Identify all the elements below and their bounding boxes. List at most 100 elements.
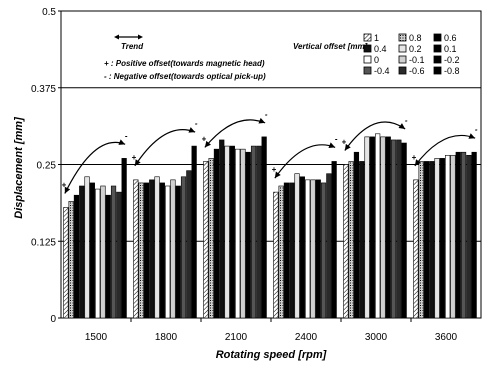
legend-label--0.8: -0.8 (444, 66, 460, 76)
bar-3600-offset-0 (445, 154, 451, 319)
bar-1500-offset-0.4 (79, 185, 85, 319)
trend-arrowhead (414, 159, 421, 166)
y-tick-labels: 0 0.125 0.25 0.375 0.5 (31, 7, 61, 325)
bar-2400-offset--0.4 (320, 182, 327, 319)
trend-arrow-1500 (64, 141, 126, 194)
bar-1800-offset-0.8 (138, 182, 144, 319)
bar-1800-offset--0.2 (175, 185, 181, 319)
bar-1800-offset-0.2 (154, 176, 160, 319)
trend-arrow-2400 (274, 144, 336, 179)
bar-3600-offset--0.1 (450, 154, 456, 319)
trend-arrowhead (344, 143, 351, 151)
trend-arrow-1800 (134, 128, 196, 167)
bar-1800-offset-0 (165, 185, 171, 319)
bar-3000-offset-0.4 (359, 161, 365, 319)
bar-1500-offset--0.6 (116, 191, 122, 319)
positive-offset-marker: + (342, 138, 347, 147)
bar-2100-offset-1 (203, 161, 209, 319)
trend-arrowhead (328, 142, 336, 148)
legend-label--0.4: -0.4 (374, 66, 390, 76)
trend-arrowhead (258, 117, 266, 124)
bar-3600-offset-1 (413, 179, 419, 319)
x-tick-labels: 1500 1800 2100 2400 3000 3600 (85, 318, 458, 343)
x-tick-label: 2400 (295, 332, 318, 343)
legend-label--0.2: -0.2 (444, 55, 460, 65)
negative-offset-note: - : Negative offset(towards optical pick… (104, 72, 266, 81)
trend-arrowhead (274, 171, 281, 179)
bar-1800-offset--0.8 (191, 145, 197, 319)
bar-1500-offset--0.8 (121, 158, 127, 319)
trend-arrowhead (204, 140, 211, 148)
trend-arrowhead (468, 133, 476, 139)
bar-3600-offset--0.2 (455, 151, 461, 319)
bar-1500-offset--0.2 (105, 194, 111, 319)
bar-1800-offset--0.6 (186, 170, 192, 319)
trend-arrows: +-+-+-+- +-+- (62, 110, 478, 194)
bar-1800-offset-0.6 (143, 182, 150, 319)
bar-3000-offset-0.2 (364, 136, 370, 319)
bar-1500-offset-0.6 (73, 194, 80, 319)
bar-1500-offset-0 (95, 188, 101, 319)
bar-2100-offset--0.4 (250, 145, 257, 319)
bar-3000-offset-0.1 (369, 136, 375, 319)
bar-2400-offset--0.2 (315, 179, 321, 319)
bar-3000-offset--0.6 (396, 139, 402, 319)
bar-2100-offset--0.1 (240, 148, 246, 319)
legend-label--0.6: -0.6 (409, 66, 425, 76)
trend-annotation: Trend + : Positive offset(towards magnet… (104, 34, 266, 81)
trend-arrowhead (134, 159, 141, 166)
x-tick-label: 3600 (435, 332, 458, 343)
bar-2100-offset-0.4 (219, 139, 225, 319)
bar-1500-offset-0.2 (84, 176, 90, 319)
trend-label: Trend (121, 42, 144, 51)
bar-1500-offset-1 (63, 207, 69, 319)
bar-2100-offset-0.2 (224, 145, 230, 319)
legend-swatch--0.4 (363, 66, 372, 75)
trend-arrowhead (188, 127, 196, 133)
bar-1800-offset-0.1 (159, 182, 165, 319)
legend-label--0.1: -0.1 (409, 55, 425, 65)
trend-arrow-3000 (344, 121, 406, 151)
bar-3000-offset-1 (343, 164, 349, 319)
bar-1800-offset--0.4 (180, 176, 187, 319)
bar-2400-offset-0.8 (278, 185, 284, 319)
trend-arrow-2100 (204, 119, 266, 148)
x-tick-label: 3000 (365, 332, 388, 343)
negative-offset-marker: - (125, 131, 128, 140)
trend-arrow-left-head (114, 34, 119, 40)
bar-2400-offset--0.8 (331, 161, 337, 319)
y-tick-label: 0.5 (42, 7, 56, 18)
positive-offset-marker: + (202, 134, 207, 143)
bar-1800-offset--0.1 (170, 179, 176, 319)
bar-2100-offset--0.2 (245, 151, 251, 319)
y-tick-label: 0 (50, 314, 56, 325)
bar-3000-offset--0.2 (385, 136, 391, 319)
x-axis-title: Rotating speed [rpm] (216, 349, 327, 361)
legend-swatch--0.2 (433, 55, 442, 64)
x-tick-label: 1500 (85, 332, 108, 343)
positive-offset-marker: + (62, 180, 67, 189)
bar-3600-offset-0.8 (418, 161, 424, 319)
legend-label-0.4: 0.4 (374, 44, 387, 54)
positive-offset-marker: + (412, 153, 417, 162)
bar-2400-offset--0.6 (326, 173, 332, 319)
trend-arrowhead (64, 186, 71, 194)
legend-label-1: 1 (374, 33, 379, 43)
bar-2100-offset--0.8 (261, 136, 267, 319)
bar-2400-offset--0.1 (310, 179, 316, 319)
gridlines (61, 87, 481, 242)
positive-offset-marker: + (132, 153, 137, 162)
x-tick-label: 1800 (155, 332, 178, 343)
legend-swatch-0.4 (363, 44, 372, 53)
bar-3600-offset--0.6 (466, 154, 472, 319)
negative-offset-marker: - (475, 125, 478, 134)
legend-swatch-0.2 (398, 44, 407, 53)
bar-3600-offset-0.6 (423, 161, 430, 319)
bar-1800-offset-1 (133, 179, 139, 319)
y-tick-label: 0.25 (37, 161, 57, 172)
legend-label-0.1: 0.1 (444, 44, 457, 54)
bar-2100-offset-0.1 (229, 145, 235, 319)
legend-label-0.2: 0.2 (409, 44, 422, 54)
legend-title: Vertical offset [mm] (293, 42, 368, 51)
